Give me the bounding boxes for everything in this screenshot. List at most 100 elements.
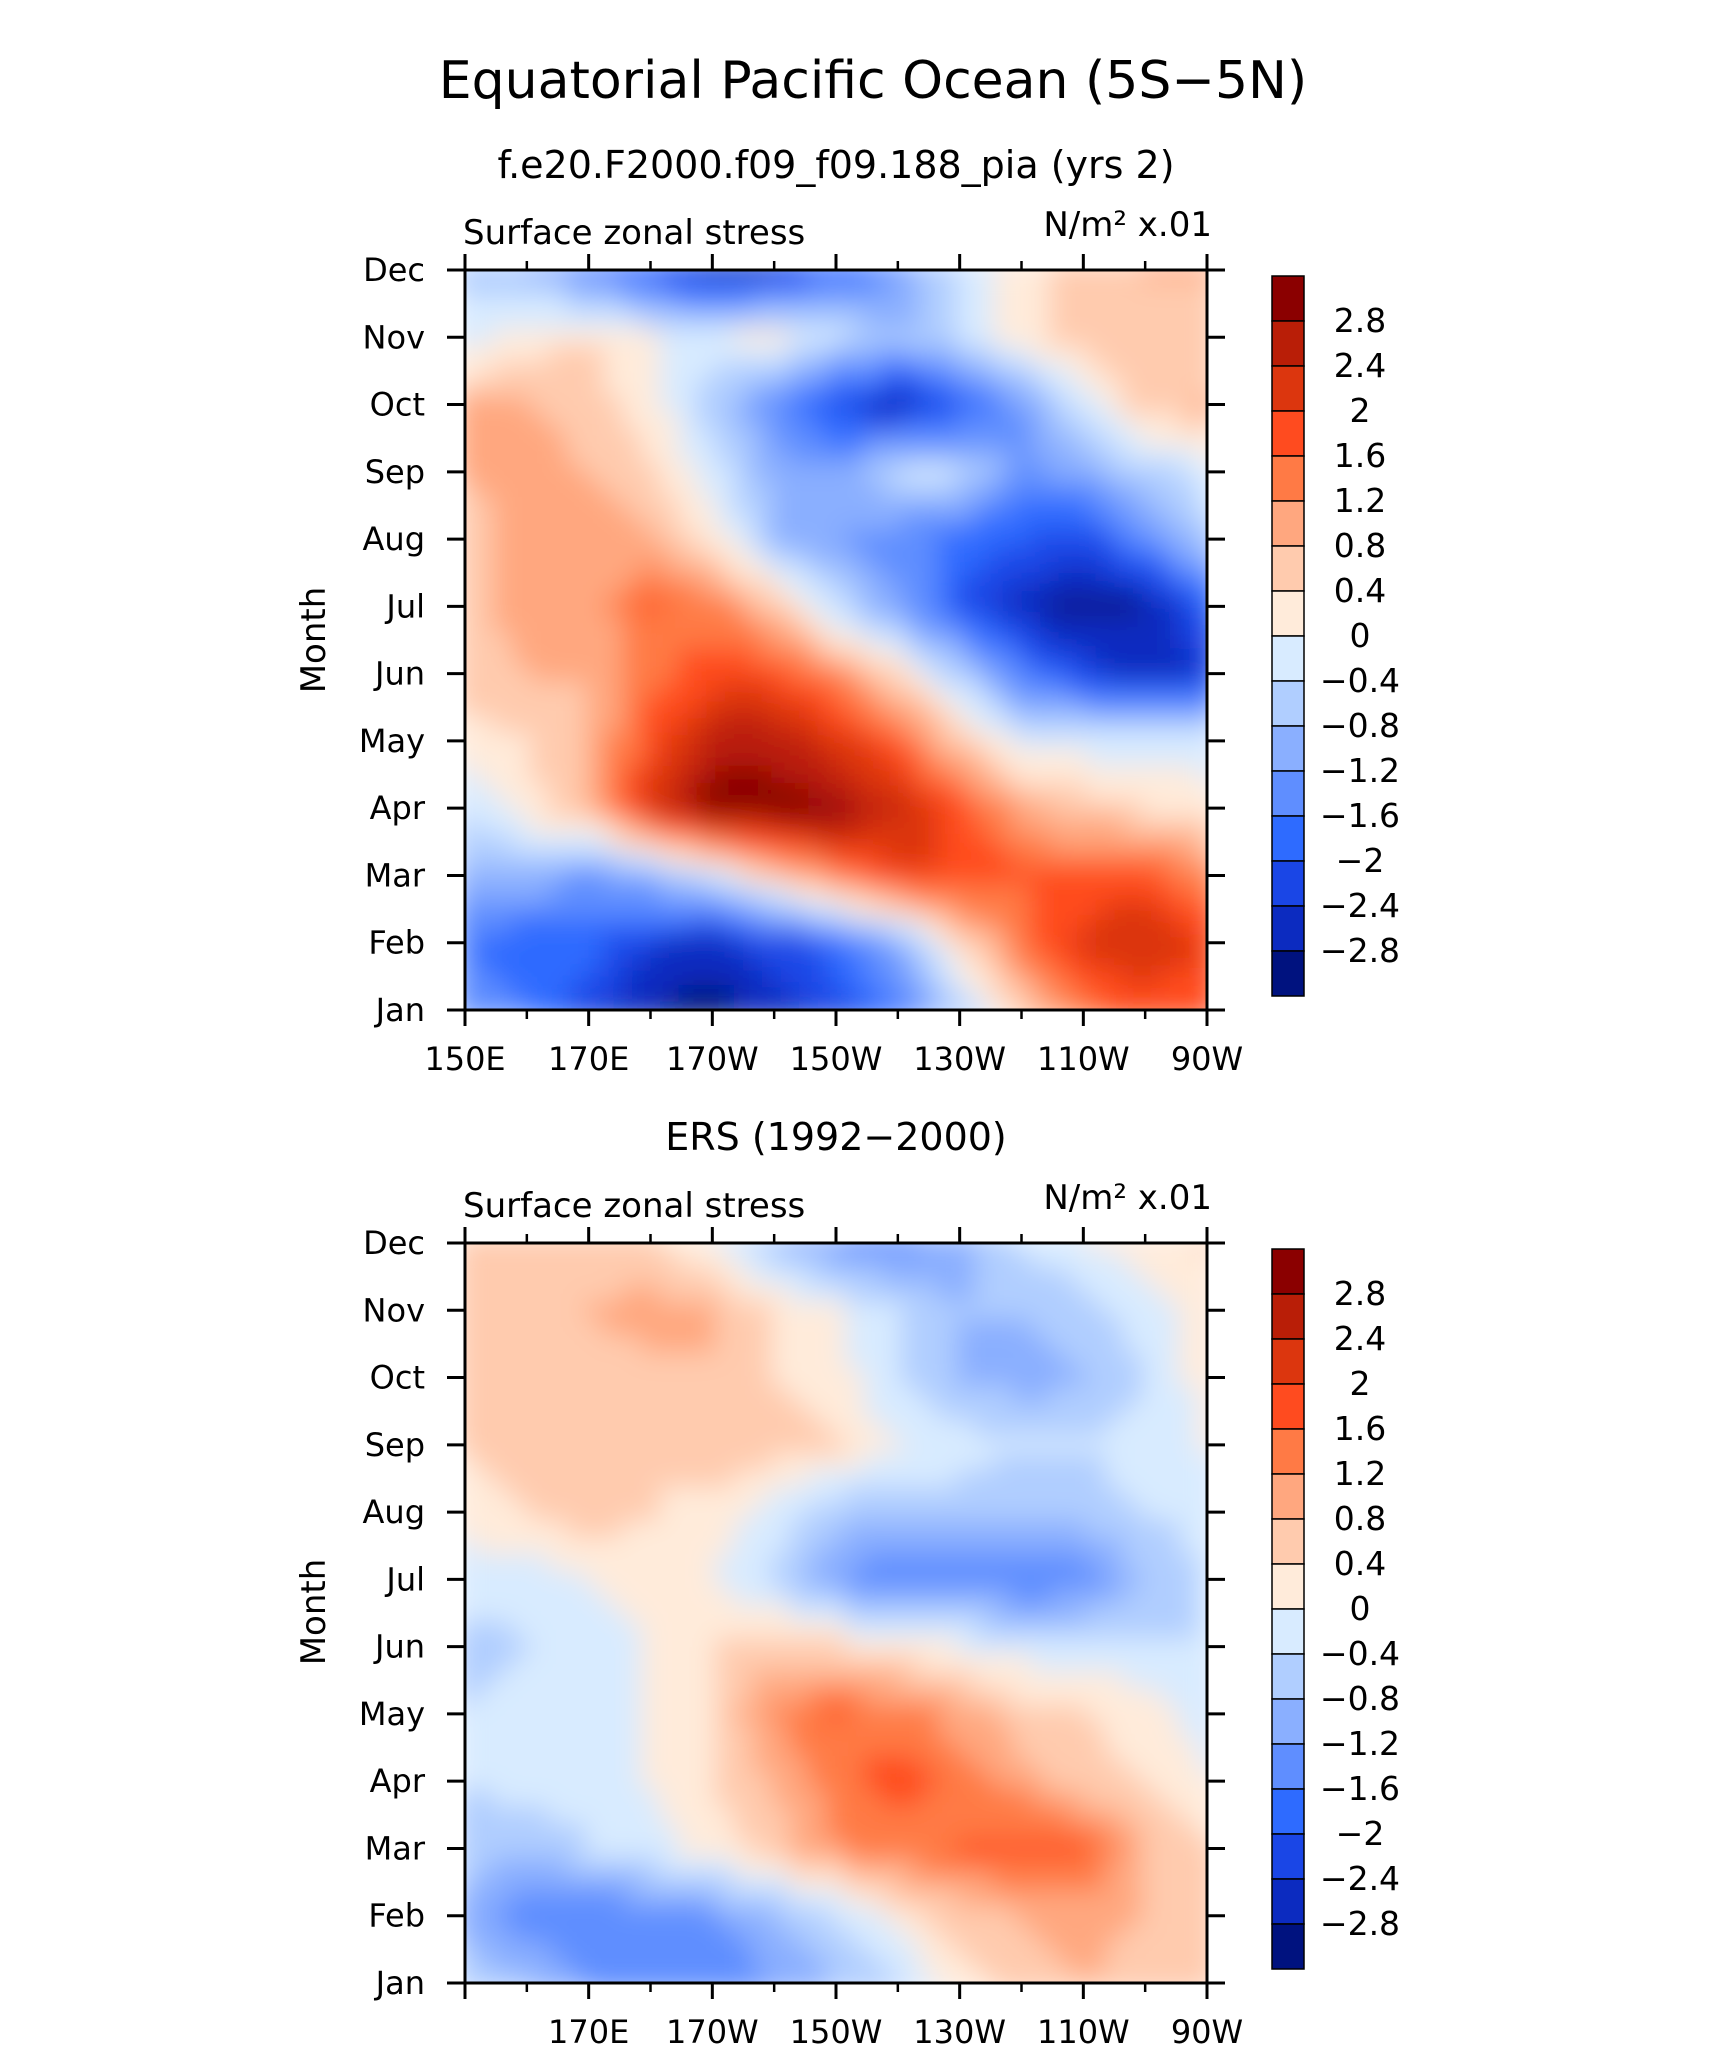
heat-cell xyxy=(715,413,735,431)
heat-cell xyxy=(1179,362,1199,381)
heat-cell xyxy=(1142,1335,1162,1354)
heat-cell xyxy=(900,1856,921,1875)
heat-cell xyxy=(789,1722,810,1741)
heat-cell xyxy=(919,917,940,936)
heat-cell xyxy=(511,446,531,465)
heat-cell xyxy=(771,1587,791,1606)
heat-cell xyxy=(492,1924,513,1942)
heat-cell xyxy=(975,598,995,616)
heat-cell xyxy=(1179,1772,1199,1791)
heat-cell xyxy=(771,1638,791,1656)
heat-cell xyxy=(548,917,569,936)
heat-cell xyxy=(678,883,698,902)
heat-cell xyxy=(771,900,791,919)
heat-cell xyxy=(734,1436,754,1455)
heat-cell xyxy=(1049,446,1069,465)
y-tick-label: Oct xyxy=(370,386,425,424)
heat-cell xyxy=(975,1470,995,1488)
heat-cell xyxy=(845,564,865,583)
heat-cell xyxy=(900,883,921,902)
heat-cell xyxy=(1160,1789,1181,1808)
heat-cell xyxy=(659,1638,680,1656)
heat-cell xyxy=(956,463,977,482)
heat-cell xyxy=(1012,1621,1032,1640)
heat-cell xyxy=(1086,564,1106,583)
heat-cell xyxy=(1197,850,1207,868)
heat-cell xyxy=(1105,1001,1125,1010)
heat-cell xyxy=(993,547,1014,566)
heat-cell xyxy=(975,968,995,986)
heat-cell xyxy=(1123,295,1144,313)
heat-cell xyxy=(465,1604,476,1623)
colorbar-label: −2 xyxy=(1336,841,1385,880)
heat-cell xyxy=(1179,1655,1199,1673)
heat-cell xyxy=(1067,513,1088,532)
heat-cell xyxy=(474,1789,494,1808)
heat-cell xyxy=(604,1873,624,1892)
heat-cell xyxy=(1030,799,1051,818)
heat-cell xyxy=(734,1503,754,1522)
heat-cell xyxy=(529,530,550,549)
heat-cell xyxy=(771,1856,791,1875)
heat-cell xyxy=(659,379,680,398)
heat-cell xyxy=(585,1486,606,1505)
heat-cell xyxy=(938,1001,958,1010)
heat-cell xyxy=(641,1941,661,1959)
heat-cell xyxy=(585,1840,606,1858)
heat-cell xyxy=(1049,816,1069,835)
heat-cell xyxy=(808,1924,828,1942)
heat-cell xyxy=(808,429,828,448)
heat-cell xyxy=(529,883,550,902)
heat-cell xyxy=(567,1941,587,1959)
heat-cell xyxy=(1012,312,1032,330)
heat-cell xyxy=(696,1907,717,1926)
heat-cell xyxy=(715,783,735,801)
heat-cell xyxy=(734,1840,754,1858)
heat-cell xyxy=(604,1352,624,1371)
heat-cell xyxy=(696,665,717,683)
heat-cell xyxy=(548,1873,569,1892)
heat-cell xyxy=(659,446,680,465)
heat-cell xyxy=(548,1520,569,1539)
heat-cell xyxy=(548,783,569,801)
heat-cell xyxy=(622,833,643,852)
heat-cell xyxy=(511,1285,531,1303)
heat-cell xyxy=(919,480,940,498)
heat-cell xyxy=(826,1251,847,1270)
heat-cell xyxy=(1030,1386,1051,1404)
heat-cell xyxy=(956,1436,977,1455)
heat-cell xyxy=(1030,1470,1051,1488)
heat-cell xyxy=(474,446,494,465)
heat-cell xyxy=(1142,345,1162,364)
heat-cell xyxy=(529,345,550,364)
heat-cell xyxy=(993,270,1014,280)
heat-cell xyxy=(956,1386,977,1404)
heat-cell xyxy=(975,1285,995,1303)
units-label-model: N/m² x.01 xyxy=(1043,205,1212,245)
heat-cell xyxy=(993,614,1014,633)
y-tick-label: Aug xyxy=(363,520,425,558)
heat-cell xyxy=(1086,1318,1106,1337)
heat-cell xyxy=(659,850,680,868)
heat-cell xyxy=(715,1890,735,1909)
heat-cell xyxy=(585,1503,606,1522)
heat-cell xyxy=(863,816,884,835)
heat-cell xyxy=(641,362,661,381)
heat-cell xyxy=(678,631,698,650)
heat-cell xyxy=(752,850,773,868)
heat-cell xyxy=(882,429,902,448)
heat-cell xyxy=(1030,850,1051,868)
heat-cell xyxy=(465,530,476,549)
heat-cell xyxy=(492,1840,513,1858)
heat-cell xyxy=(474,295,494,313)
heat-cell xyxy=(696,1941,717,1959)
heat-cell xyxy=(1030,1924,1051,1942)
y-tick-label: Dec xyxy=(363,251,425,289)
heat-cell xyxy=(993,984,1014,1003)
heat-cell xyxy=(845,715,865,734)
heat-cell xyxy=(465,1772,476,1791)
heat-cell xyxy=(1049,312,1069,330)
heat-cell xyxy=(715,1621,735,1640)
heat-cell xyxy=(529,564,550,583)
heat-cell xyxy=(1086,1587,1106,1606)
